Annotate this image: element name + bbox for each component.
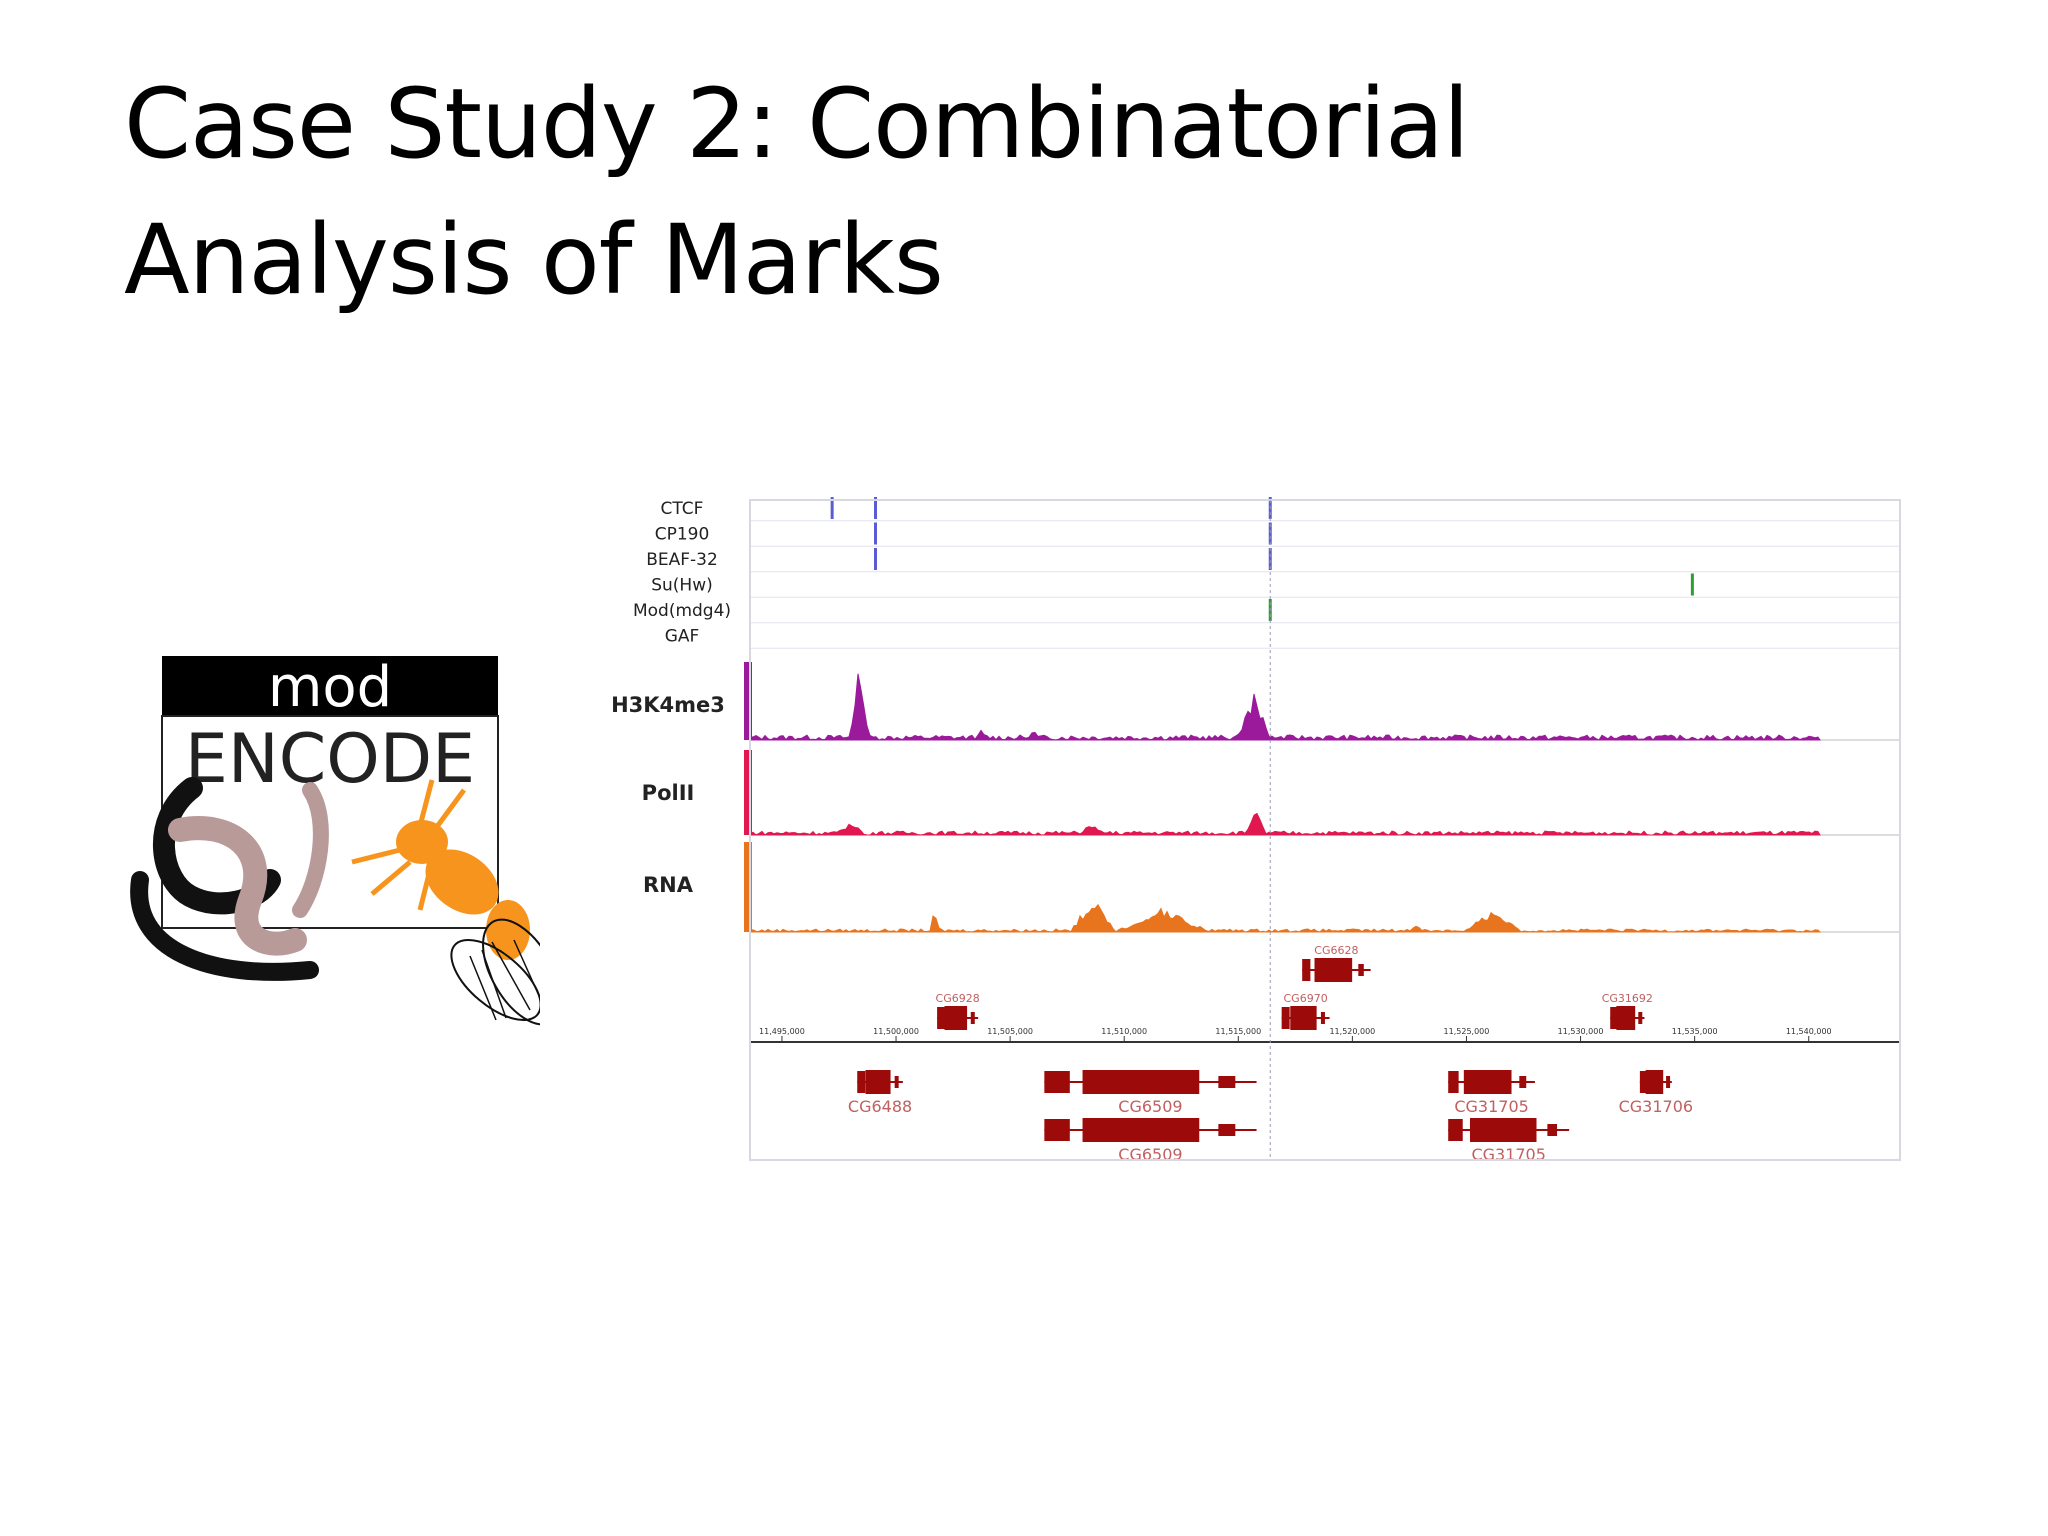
gene-exon	[1547, 1124, 1558, 1136]
gene-exon	[1519, 1076, 1527, 1088]
gene-exon	[857, 1071, 866, 1093]
axis-tick-label: 11,530,000	[1558, 1027, 1604, 1036]
browser-frame	[749, 499, 1901, 1161]
axis-tick-label: 11,540,000	[1786, 1027, 1832, 1036]
gene-exon	[1320, 1012, 1325, 1024]
gene-exon	[944, 1006, 968, 1030]
axis-tick-label: 11,520,000	[1329, 1027, 1375, 1036]
signal-track-plot	[749, 673, 1821, 741]
gene-exon	[1610, 1007, 1619, 1029]
slide-title-line-2: Analysis of Marks	[124, 204, 944, 316]
gene-exon	[1290, 1006, 1317, 1030]
modencode-logo: mod ENCODE	[130, 655, 540, 1026]
slide-title-line-1: Case Study 2: Combinatorial	[124, 68, 1470, 180]
logo-mod-text: mod	[268, 655, 392, 720]
axis-tick-label: 11,495,000	[759, 1027, 805, 1036]
fruit-fly-icon	[351, 779, 540, 1026]
worm-light-tail-icon	[292, 782, 329, 918]
gene-exon	[1218, 1124, 1236, 1136]
slide-title: Case Study 2: Combinatorial Analysis of …	[124, 56, 1470, 328]
gene-exon	[1281, 1007, 1290, 1029]
axis-tick-label: 11,535,000	[1672, 1027, 1718, 1036]
gene-label: CG6628	[1314, 944, 1358, 957]
gene-label: CG31692	[1602, 992, 1653, 1005]
genome-browser-figure: CTCF CP190 BEAF-32 Su(Hw) Mod(mdg4) GAF H3K4m…	[611, 497, 1901, 1164]
signal-scale-bar	[744, 842, 752, 932]
gene-exon	[1616, 1006, 1636, 1030]
gene-exon	[1448, 1119, 1463, 1141]
signal-track-plot	[749, 903, 1822, 933]
gene-exon	[1082, 1070, 1200, 1094]
signal-scale-bar	[744, 662, 752, 740]
gene-exon	[937, 1007, 946, 1029]
binding-track-label: Mod(mdg4)	[633, 601, 731, 621]
gene-label: CG6488	[848, 1097, 912, 1116]
binding-track-label: CTCF	[661, 499, 704, 519]
logo-encode-text: ENCODE	[185, 720, 475, 799]
gene-exon	[1666, 1076, 1671, 1088]
gene-exon	[894, 1076, 899, 1088]
gene-exon	[1469, 1118, 1537, 1142]
gene-label: CG31705	[1471, 1145, 1545, 1164]
gene-exon	[1639, 1071, 1648, 1093]
worm-light-icon	[168, 816, 307, 956]
gene-label: CG6928	[936, 992, 980, 1005]
gene-exon	[1218, 1076, 1236, 1088]
gene-exon	[865, 1070, 891, 1094]
signal-track-label: H3K4me3	[611, 693, 725, 717]
gene-exon	[1638, 1012, 1643, 1024]
gene-exon	[970, 1012, 975, 1024]
axis-tick-label: 11,510,000	[1101, 1027, 1147, 1036]
axis-tick-label: 11,505,000	[987, 1027, 1033, 1036]
axis-tick-label: 11,525,000	[1444, 1027, 1490, 1036]
binding-track-label: BEAF-32	[646, 550, 718, 570]
binding-track-label: Su(Hw)	[651, 576, 713, 596]
gene-exon	[1044, 1071, 1070, 1093]
gene-exon	[1463, 1070, 1512, 1094]
logo-bar	[162, 656, 498, 716]
worm-tail-icon	[130, 871, 319, 981]
gene-exon	[1082, 1118, 1200, 1142]
gene-exon	[1302, 959, 1311, 981]
gene-label: CG6509	[1118, 1097, 1182, 1116]
gene-exon	[1448, 1071, 1459, 1093]
signal-track-plot	[749, 812, 1821, 836]
gene-exon	[1314, 958, 1353, 982]
gene-label: CG31706	[1619, 1097, 1693, 1116]
signal-track-label: RNA	[643, 873, 694, 897]
gene-exon	[1645, 1070, 1664, 1094]
gene-exon	[1358, 964, 1364, 976]
binding-track-label: CP190	[655, 525, 710, 545]
gene-label: CG6509	[1118, 1145, 1182, 1164]
gene-exon	[1044, 1119, 1070, 1141]
axis-tick-label: 11,500,000	[873, 1027, 919, 1036]
binding-track-label: GAF	[665, 627, 700, 647]
signal-scale-bar	[744, 750, 752, 835]
gene-label: CG31705	[1454, 1097, 1528, 1116]
gene-label: CG6970	[1284, 992, 1328, 1005]
axis-tick-label: 11,515,000	[1215, 1027, 1261, 1036]
signal-track-label: PolII	[642, 781, 695, 805]
